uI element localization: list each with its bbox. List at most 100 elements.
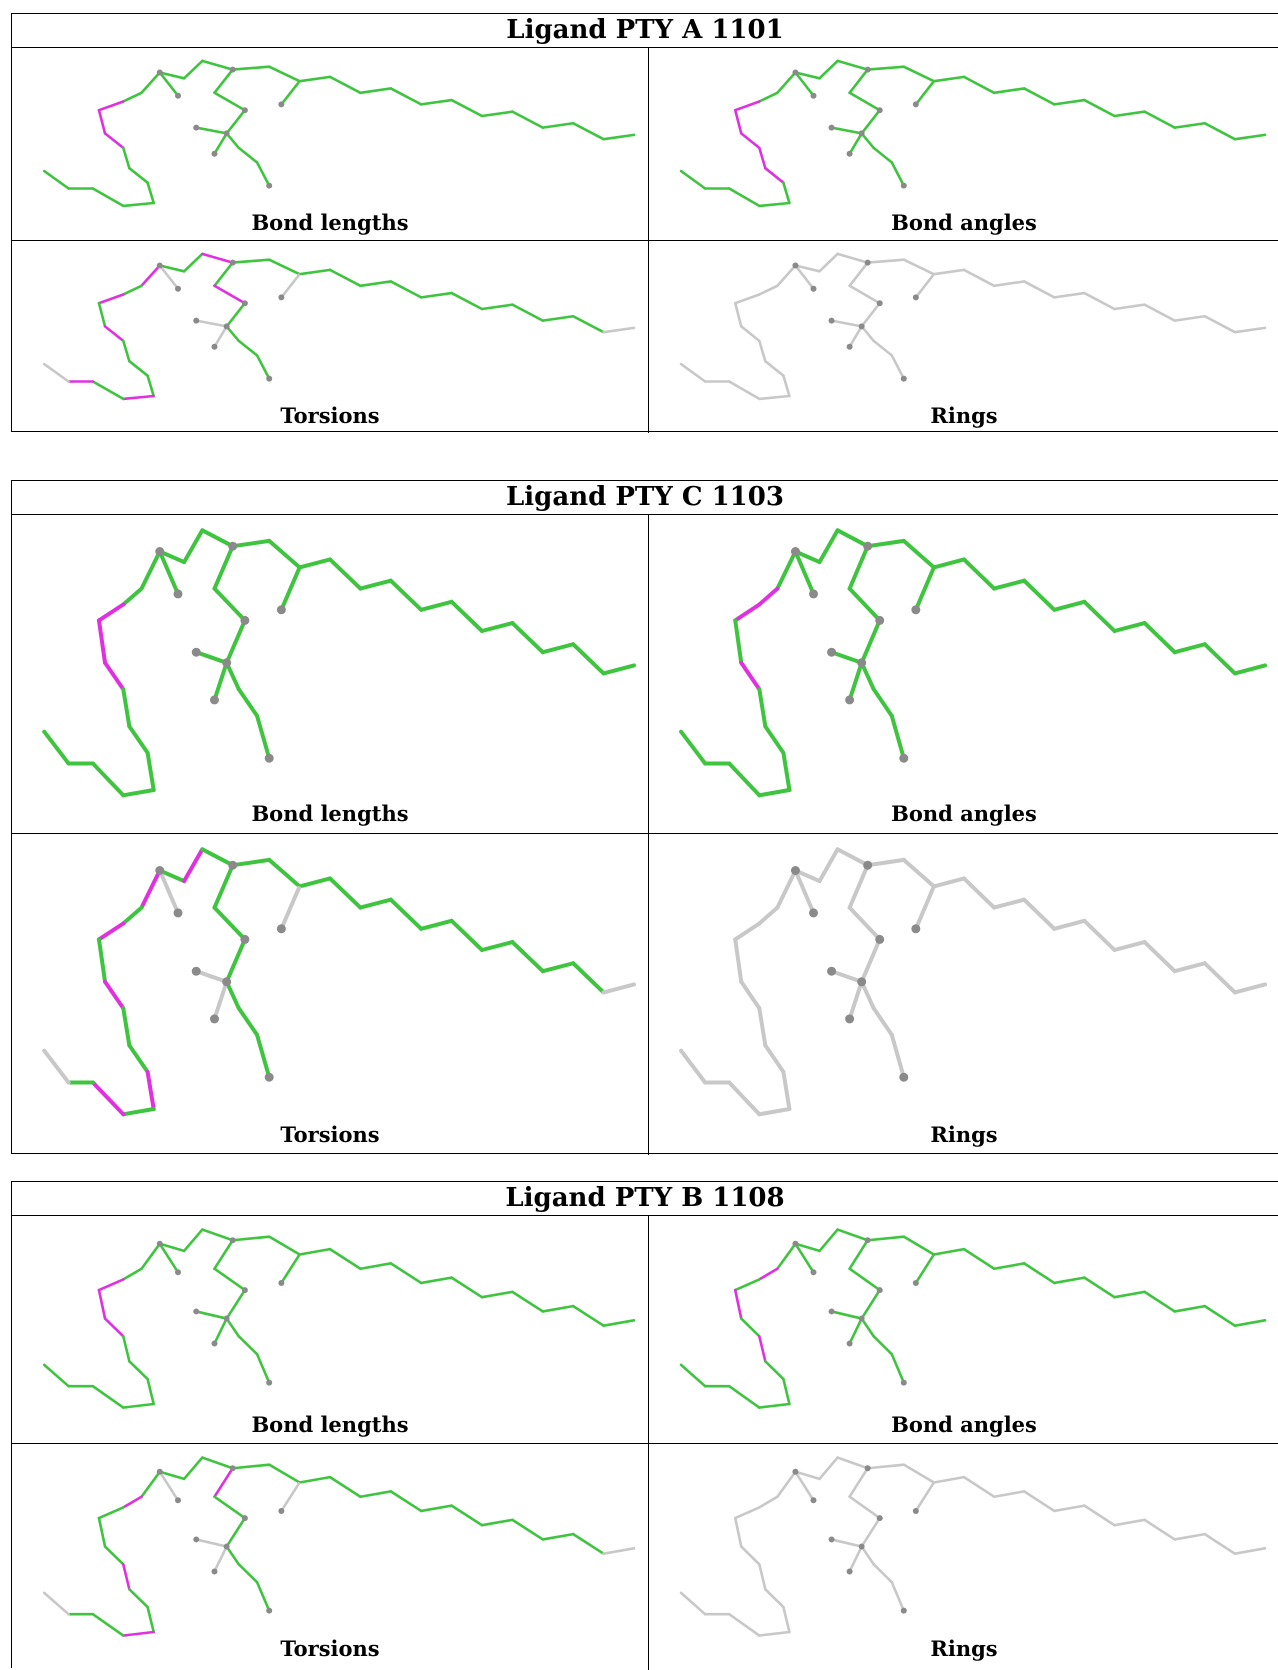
atom <box>911 605 921 615</box>
atom <box>809 908 818 918</box>
atom <box>222 977 232 987</box>
bond <box>42 1363 70 1388</box>
bond <box>121 1335 131 1363</box>
bond <box>201 1228 235 1242</box>
bond <box>1052 291 1086 299</box>
bond <box>830 969 863 984</box>
bond <box>739 1317 761 1338</box>
bond <box>764 166 785 184</box>
panel-bond-lengths: Bond lengths <box>12 1216 648 1443</box>
bond <box>510 621 545 655</box>
bond <box>758 284 779 296</box>
bond <box>128 359 149 377</box>
bond <box>1052 599 1087 612</box>
atom <box>858 1315 865 1322</box>
atom <box>223 323 230 330</box>
bond <box>1052 1504 1086 1513</box>
bond <box>121 1006 132 1048</box>
panel-bond-angles: Bond angles <box>649 48 1278 240</box>
atom <box>266 375 273 382</box>
bond <box>794 71 821 80</box>
bond <box>992 897 1027 910</box>
molecule-diagram <box>42 847 636 1117</box>
atom <box>828 1308 835 1315</box>
bond <box>1202 642 1237 676</box>
divider <box>12 240 1278 241</box>
bond <box>389 1490 423 1513</box>
bond <box>121 788 156 798</box>
bond <box>739 132 761 150</box>
panel-caption: Bond lengths <box>251 210 409 235</box>
bond <box>571 1532 605 1555</box>
bond <box>932 268 966 276</box>
bond <box>831 319 862 328</box>
bond <box>157 869 180 914</box>
bond <box>541 121 575 129</box>
bond <box>128 1587 149 1609</box>
bond <box>992 87 1026 95</box>
bond <box>195 1538 227 1548</box>
bond <box>237 339 259 357</box>
atom <box>846 150 853 157</box>
bond <box>212 981 229 1020</box>
bond <box>962 876 997 910</box>
bond <box>727 1080 762 1117</box>
bond <box>758 1402 791 1409</box>
bond <box>794 71 815 97</box>
bond <box>480 621 515 633</box>
bond <box>1203 314 1237 334</box>
atom <box>792 1240 799 1247</box>
panel-caption: Torsions <box>280 1122 380 1147</box>
bond <box>758 339 767 363</box>
bond <box>859 979 876 1011</box>
bond <box>195 650 228 665</box>
bond <box>1052 98 1086 106</box>
bond <box>763 1043 786 1074</box>
bond <box>871 687 894 718</box>
panel-torsions: Torsions <box>12 241 648 433</box>
bond <box>140 71 162 95</box>
atom <box>211 1568 218 1575</box>
molecule-diagram <box>679 59 1267 208</box>
atom <box>827 966 837 976</box>
bond <box>480 1290 514 1299</box>
bond <box>121 1495 143 1509</box>
bond <box>225 1516 247 1548</box>
bond <box>1052 918 1087 931</box>
bond <box>1233 326 1267 334</box>
bond <box>847 586 882 623</box>
bond <box>213 1495 247 1520</box>
bond <box>182 252 204 273</box>
bond <box>914 80 935 106</box>
bond <box>419 918 454 931</box>
bond <box>1142 621 1177 655</box>
bond <box>182 847 205 884</box>
bond <box>1233 1547 1267 1555</box>
bond <box>97 1288 107 1320</box>
bond <box>146 1605 155 1634</box>
bond <box>230 538 272 549</box>
bond <box>932 1475 966 1484</box>
bond <box>733 618 744 665</box>
bond <box>158 71 180 97</box>
bond <box>449 918 484 952</box>
panel-caption: Bond lengths <box>251 1412 409 1437</box>
bond <box>727 187 761 208</box>
bond <box>758 146 767 170</box>
bond <box>571 642 606 676</box>
bond <box>1083 1504 1116 1527</box>
bond <box>195 969 228 984</box>
atom <box>175 285 181 292</box>
bond <box>1202 961 1237 995</box>
divider <box>12 833 1278 834</box>
bond <box>902 258 936 276</box>
bond <box>419 1504 453 1513</box>
bond <box>212 905 247 942</box>
atom <box>175 1269 181 1276</box>
bond <box>793 550 816 595</box>
bond <box>419 599 454 612</box>
bond <box>571 314 605 334</box>
bond <box>727 380 761 401</box>
panel-caption: Torsions <box>280 403 380 428</box>
bond <box>236 1006 260 1037</box>
